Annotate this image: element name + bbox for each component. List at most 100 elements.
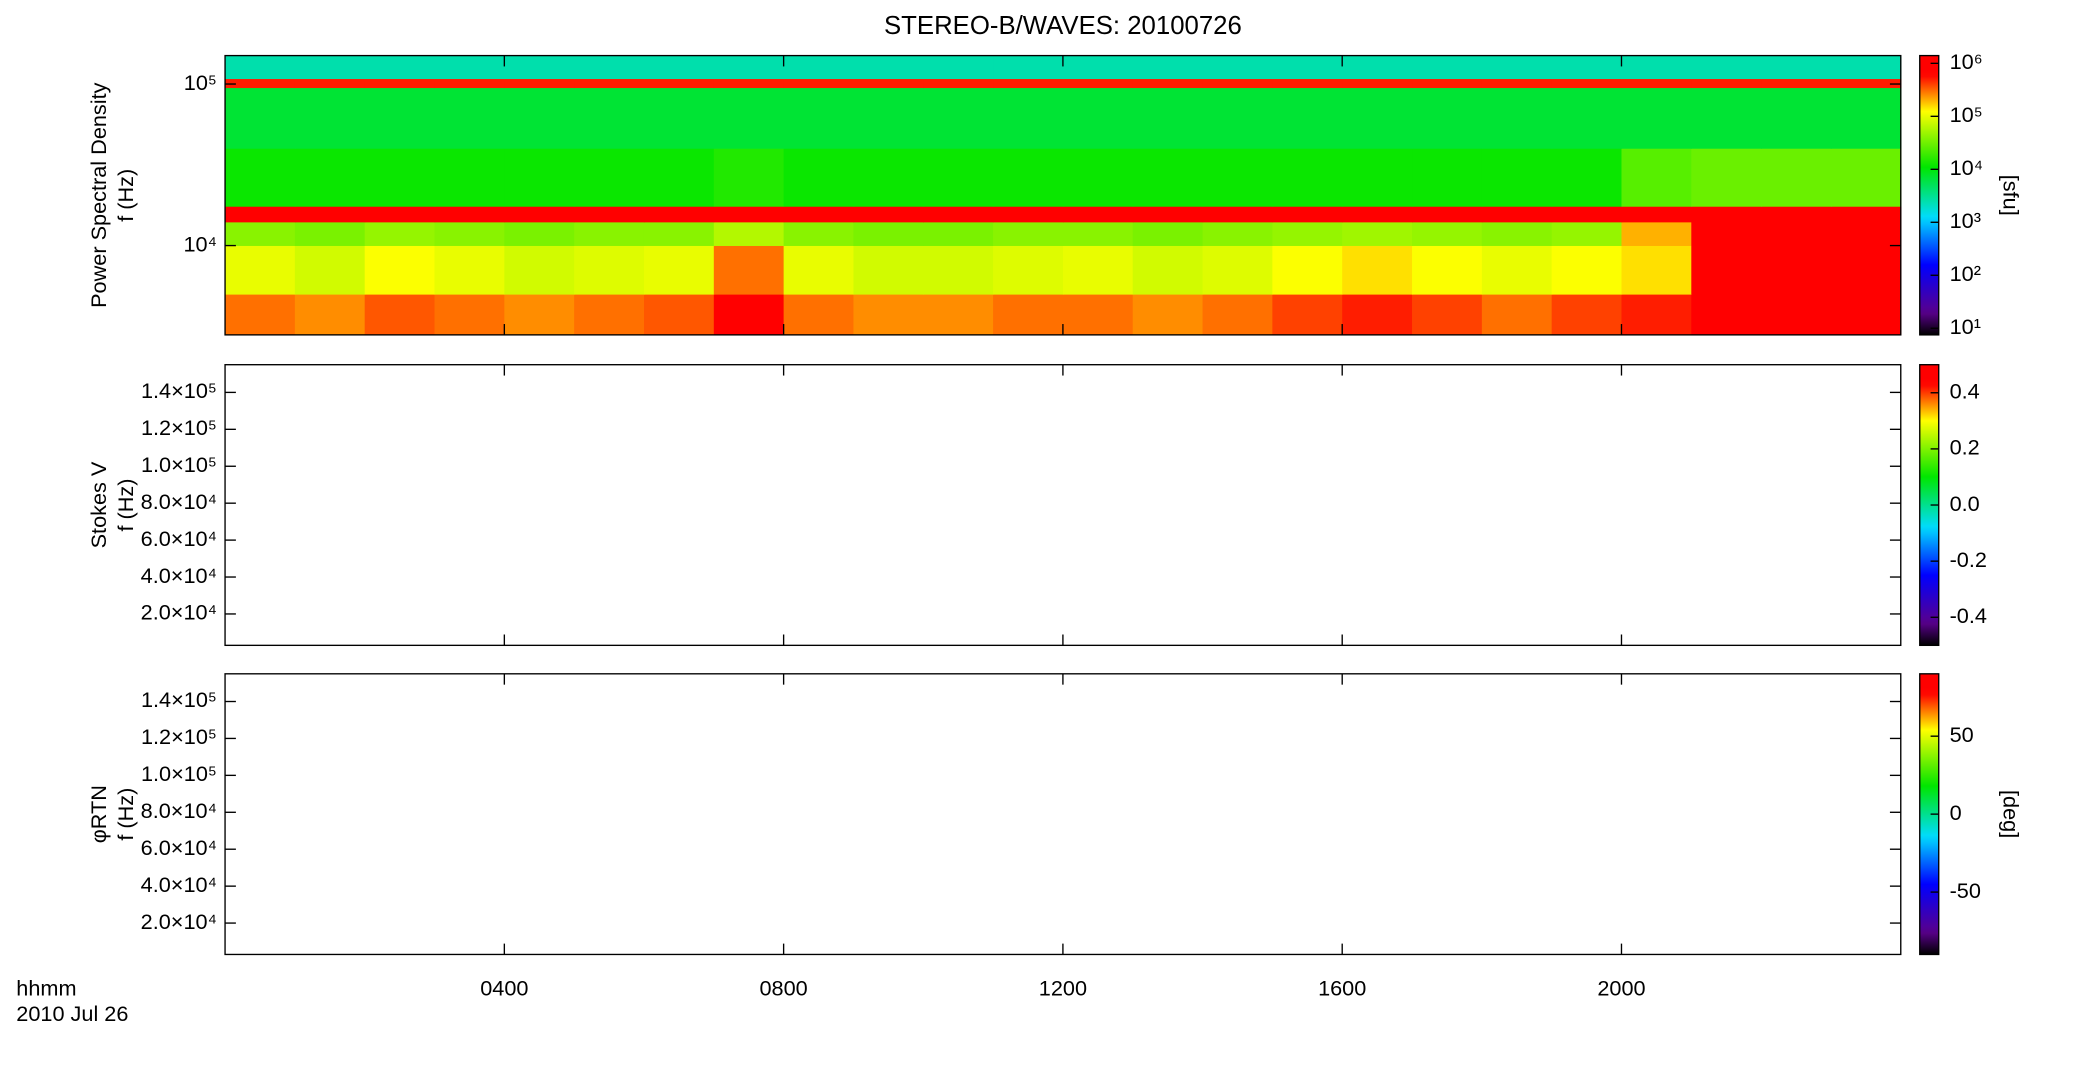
heatmap-cell <box>294 148 366 207</box>
colorbar-tick-label: -50 <box>1950 878 1981 903</box>
heatmap-cell <box>643 78 715 89</box>
y-tick-label: 2.0×10⁴ <box>141 600 217 625</box>
heatmap-cell <box>713 221 785 246</box>
heatmap-cell <box>1481 245 1553 295</box>
heatmap-cell <box>434 78 506 89</box>
heatmap-cell <box>993 78 1064 89</box>
heatmap-cell <box>1272 148 1343 207</box>
heatmap-cell <box>923 148 994 207</box>
heatmap-cell <box>1830 148 1902 207</box>
heatmap-cell <box>1481 148 1553 207</box>
heatmap-cell <box>1761 55 1832 80</box>
heatmap-cell <box>1202 221 1274 246</box>
colorbar-tick-label: 10⁶ <box>1950 49 1983 74</box>
heatmap-cell <box>1621 294 1692 336</box>
y-tick-label: 1.0×10⁵ <box>141 761 217 786</box>
heatmap-cell <box>1272 245 1343 295</box>
x-tick-label: 0400 <box>480 975 528 1000</box>
heatmap-cell <box>1412 87 1483 149</box>
heatmap-cell <box>1830 87 1902 149</box>
heatmap-cell <box>1621 206 1692 223</box>
colorbar-tick-label: 50 <box>1950 722 1974 747</box>
y-tick-label: 6.0×10⁴ <box>141 526 217 551</box>
heatmap-cell <box>923 55 994 80</box>
heatmap-cell <box>1761 87 1832 149</box>
y-tick-label: 1.4×10⁵ <box>141 687 217 712</box>
heatmap-cell <box>294 206 366 223</box>
heatmap-cell <box>225 245 296 295</box>
y-tick-label: 4.0×10⁴ <box>141 872 217 897</box>
heatmap-cell <box>1342 87 1413 149</box>
heatmap-cell <box>1761 206 1832 223</box>
heatmap-cell <box>853 55 924 80</box>
heatmap-cell <box>993 55 1064 80</box>
y-axis-label: f (Hz) <box>113 479 138 532</box>
heatmap-cell <box>1551 221 1623 246</box>
heatmap-cell <box>1691 245 1762 295</box>
heatmap-cell <box>1132 245 1204 295</box>
heatmap-cell <box>1412 78 1483 89</box>
heatmap-cell <box>225 78 296 89</box>
heatmap-cell <box>923 294 994 336</box>
y-tick-label: 8.0×10⁴ <box>141 489 217 514</box>
heatmap-cell <box>1132 294 1204 336</box>
heatmap-cell <box>713 55 785 80</box>
heatmap-cell <box>923 221 994 246</box>
heatmap-cell <box>643 221 715 246</box>
y-tick-label: 6.0×10⁴ <box>141 835 217 860</box>
heatmap-cell <box>504 221 575 246</box>
colorbar-label: [sfu] <box>1998 175 2023 216</box>
colorbar-label: [deg] <box>1998 790 2023 838</box>
heatmap-cell <box>1132 206 1204 223</box>
heatmap-cell <box>1202 55 1274 80</box>
heatmap-cell <box>1062 55 1134 80</box>
heatmap-cell <box>1202 87 1274 149</box>
heatmap-cell <box>1551 148 1623 207</box>
heatmap-cell <box>504 294 575 336</box>
heatmap-cell <box>1761 148 1832 207</box>
heatmap-cell <box>713 148 785 207</box>
heatmap-cell <box>853 148 924 207</box>
heatmap-cell <box>713 245 785 295</box>
heatmap-cell <box>1481 206 1553 223</box>
heatmap-cell <box>923 78 994 89</box>
heatmap-cell <box>1342 55 1413 80</box>
heatmap-cell <box>1062 206 1134 223</box>
heatmap-cell <box>225 206 296 223</box>
heatmap-cell <box>643 294 715 336</box>
heatmap-cell <box>1621 55 1692 80</box>
heatmap-cell <box>1551 55 1623 80</box>
heatmap-cell <box>1342 206 1413 223</box>
x-tick-label: 1200 <box>1039 975 1087 1000</box>
heatmap-cell <box>783 294 855 336</box>
y-tick-label: 4.0×10⁴ <box>141 563 217 588</box>
heatmap-cell <box>993 206 1064 223</box>
heatmap-cell <box>1551 206 1623 223</box>
y-tick-label: 1.2×10⁵ <box>141 415 217 440</box>
heatmap-cell <box>993 148 1064 207</box>
heatmap-cell <box>1342 78 1413 89</box>
heatmap-cell <box>853 245 924 295</box>
plot-frame <box>224 673 1902 956</box>
heatmap-cell <box>1202 294 1274 336</box>
heatmap-cell <box>713 78 785 89</box>
y-tick-label: 1.4×10⁵ <box>141 378 217 403</box>
heatmap-cell <box>853 206 924 223</box>
heatmap-cell <box>574 55 645 80</box>
y-axis-label: f (Hz) <box>113 169 138 222</box>
heatmap-cell <box>1132 87 1204 149</box>
heatmap-cell <box>504 55 575 80</box>
heatmap-cell <box>1412 245 1483 295</box>
heatmap-cell <box>434 87 506 149</box>
heatmap-cell <box>993 221 1064 246</box>
heatmap-cell <box>1481 78 1553 89</box>
heatmap-cell <box>643 206 715 223</box>
heatmap-cell <box>1412 206 1483 223</box>
heatmap-cell <box>434 245 506 295</box>
y-tick-label: 8.0×10⁴ <box>141 798 217 823</box>
heatmap-cell <box>1272 55 1343 80</box>
heatmap-cell <box>1412 148 1483 207</box>
heatmap-cell <box>294 245 366 295</box>
heatmap-cell <box>1342 221 1413 246</box>
heatmap-cell <box>1830 294 1902 336</box>
